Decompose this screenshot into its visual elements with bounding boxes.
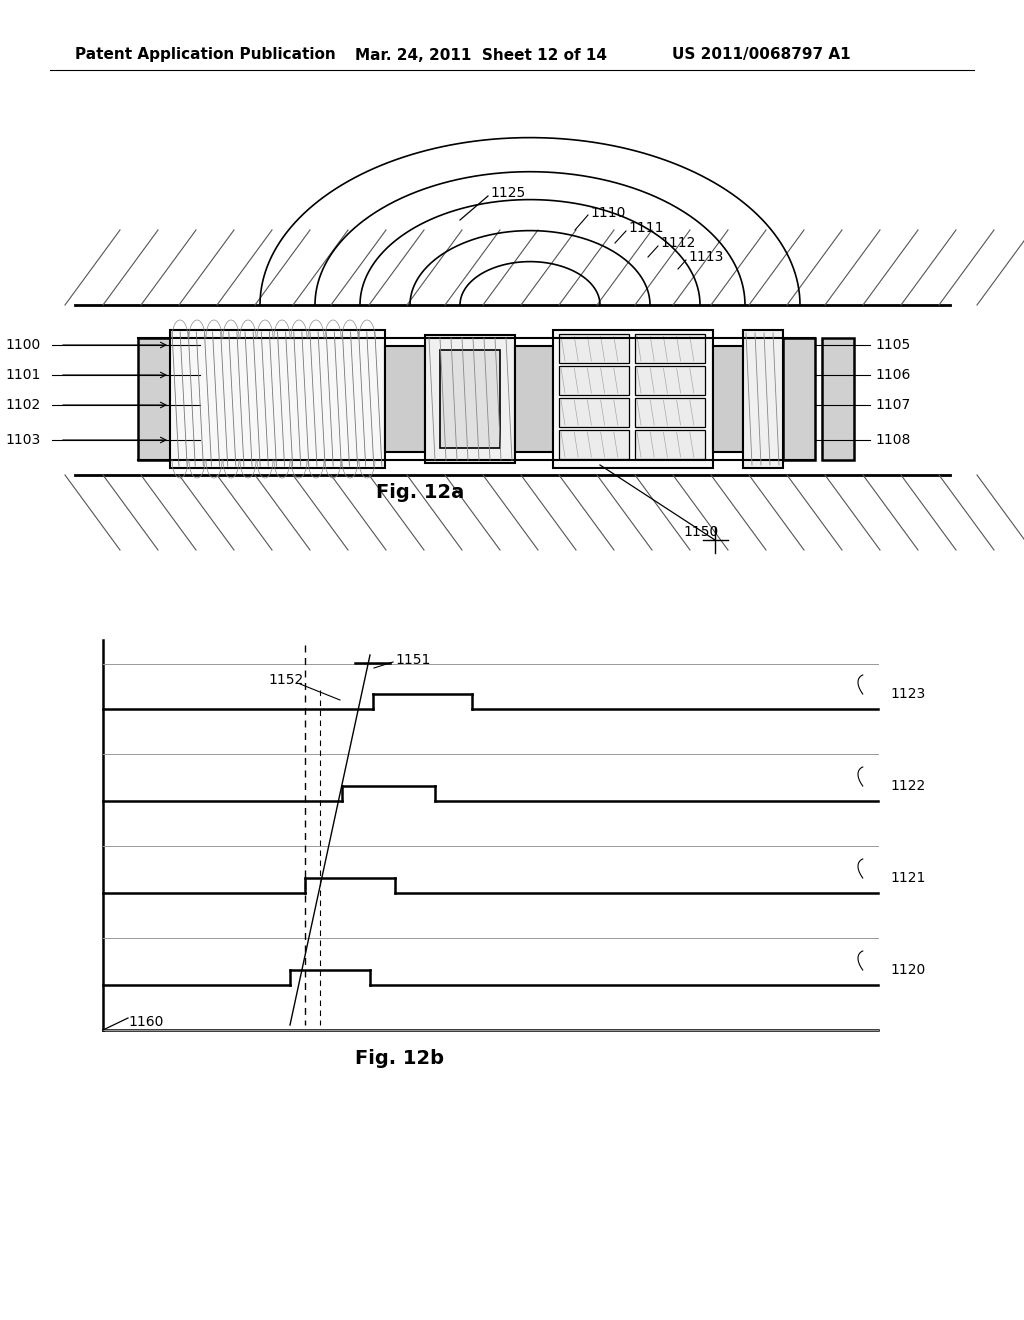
Text: 1151: 1151 (395, 653, 430, 667)
Text: 1100: 1100 (5, 338, 40, 352)
Text: 1105: 1105 (874, 338, 910, 352)
Text: 1122: 1122 (890, 779, 926, 793)
Bar (822, 338, 854, 459)
Bar (635, 334, 705, 363)
Text: 1121: 1121 (890, 871, 926, 884)
Bar (440, 350, 500, 447)
Text: 1113: 1113 (688, 249, 723, 264)
Text: 1125: 1125 (490, 186, 525, 201)
Bar (170, 330, 385, 469)
Bar (713, 346, 743, 451)
Text: 1111: 1111 (628, 220, 664, 235)
Bar (559, 366, 629, 395)
Bar (743, 330, 783, 469)
Text: 1112: 1112 (660, 236, 695, 249)
Text: 1101: 1101 (5, 368, 40, 381)
Text: 1120: 1120 (890, 964, 926, 977)
Bar (385, 346, 425, 451)
Text: Fig. 12a: Fig. 12a (376, 483, 464, 503)
Bar (138, 338, 170, 459)
Text: 1160: 1160 (128, 1015, 164, 1030)
Text: 1150: 1150 (683, 525, 718, 539)
Text: 1106: 1106 (874, 368, 910, 381)
Text: 1102: 1102 (5, 399, 40, 412)
Text: Fig. 12b: Fig. 12b (355, 1048, 444, 1068)
Bar (635, 430, 705, 459)
Text: 1108: 1108 (874, 433, 910, 447)
Bar (783, 338, 815, 459)
Bar (635, 366, 705, 395)
Bar (635, 399, 705, 426)
Bar (425, 335, 515, 463)
Bar (559, 399, 629, 426)
Text: 1123: 1123 (890, 686, 926, 701)
Bar (553, 330, 713, 469)
Text: US 2011/0068797 A1: US 2011/0068797 A1 (672, 48, 851, 62)
Text: Patent Application Publication: Patent Application Publication (75, 48, 336, 62)
Bar (559, 430, 629, 459)
Text: Mar. 24, 2011  Sheet 12 of 14: Mar. 24, 2011 Sheet 12 of 14 (355, 48, 607, 62)
Text: 1103: 1103 (5, 433, 40, 447)
Text: 1110: 1110 (590, 206, 626, 220)
Bar (559, 334, 629, 363)
Bar (515, 346, 553, 451)
Text: 1152: 1152 (268, 673, 303, 686)
Text: 1107: 1107 (874, 399, 910, 412)
